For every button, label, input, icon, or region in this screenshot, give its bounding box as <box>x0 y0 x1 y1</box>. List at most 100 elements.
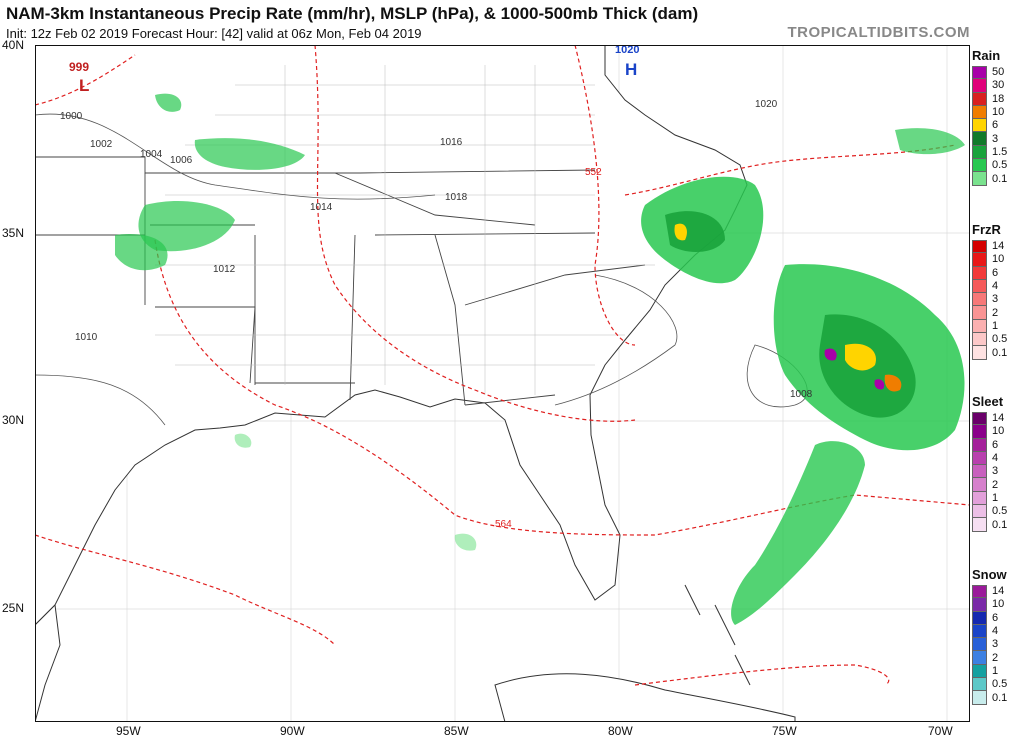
legend-snow-title: Snow <box>972 567 1007 582</box>
legend-label: 2 <box>992 478 999 491</box>
legend-entry: 2 <box>972 651 1024 665</box>
legend-label: 0.1 <box>992 691 1008 704</box>
legend-label: 14 <box>992 585 1005 598</box>
brand-watermark: TROPICALTIDBITS.COM <box>787 24 970 41</box>
legend-sleet: Sleet 14 10 6 4 3 2 1 0.5 0.1 <box>972 394 1024 532</box>
legend-swatch <box>972 425 987 439</box>
legend-label: 6 <box>992 266 999 279</box>
legend-label: 0.1 <box>992 172 1008 185</box>
legend-swatch <box>972 412 987 426</box>
low-pressure-icon: L <box>79 76 89 95</box>
legend-entry: 4 <box>972 279 1024 294</box>
legend-label: 0.1 <box>992 346 1008 359</box>
bahamas <box>684 584 751 686</box>
legend-swatch <box>972 611 987 625</box>
chart-subtitle: Init: 12z Feb 02 2019 Forecast Hour: [42… <box>6 26 422 41</box>
legend-entry: 0.5 <box>972 505 1024 519</box>
legend-label: 4 <box>992 280 999 293</box>
legend-entry: 4 <box>972 451 1024 466</box>
legend-entry: 10 <box>972 598 1024 612</box>
legend-label: 2 <box>992 651 999 664</box>
map-canvas: 999 L 1020 H 1000 1002 1004 1006 1008 10… <box>34 44 971 723</box>
lon-label-90w: 90W <box>280 724 305 738</box>
legend-swatch <box>972 266 987 280</box>
isobar-label: 1014 <box>310 202 333 213</box>
legend-entry: 2 <box>972 306 1024 320</box>
precip-rain-areas <box>115 93 965 625</box>
legend-swatch <box>972 279 987 294</box>
legend-entry: 1 <box>972 491 1024 506</box>
lat-label-30n: 30N <box>2 413 25 427</box>
legend-label: 14 <box>992 240 1005 253</box>
legend-label: 30 <box>992 79 1005 92</box>
legend-swatch <box>972 691 987 705</box>
legend-label: 6 <box>992 119 999 132</box>
legend-entry: 0.1 <box>972 691 1024 705</box>
legend-swatch <box>972 172 987 186</box>
legend-swatch <box>972 651 987 665</box>
legend-entry: 10 <box>972 105 1024 120</box>
legend-swatch <box>972 105 987 120</box>
legend-swatch <box>972 159 987 173</box>
isobar-label: 1006 <box>170 155 193 166</box>
legend-label: 1 <box>992 664 999 677</box>
legend-frzr-title: FrzR <box>972 222 1001 237</box>
legend-entry: 0.5 <box>972 333 1024 347</box>
legend-sleet-scale: 14 10 6 4 3 2 1 0.5 0.1 <box>972 412 1024 532</box>
legend-swatch <box>972 518 987 532</box>
lon-label-75w: 75W <box>772 724 797 738</box>
map-text-layer: 999 L 1020 H 1000 1002 1004 1006 1008 10… <box>60 44 813 530</box>
legend-label: 2 <box>992 306 999 319</box>
legend-swatch <box>972 664 987 679</box>
legend-snow-scale: 14 10 6 4 3 2 1 0.5 0.1 <box>972 585 1024 705</box>
legend-label: 3 <box>992 638 999 651</box>
legend-label: 0.5 <box>992 505 1008 518</box>
legend-entry: 10 <box>972 425 1024 439</box>
isobar-label: 1012 <box>213 264 236 275</box>
legend-swatch <box>972 319 987 334</box>
legend-entry: 6 <box>972 119 1024 133</box>
legend-sleet-title: Sleet <box>972 394 1004 409</box>
legend-swatch <box>972 79 987 93</box>
legend-rain: Rain 50 30 18 10 6 3 1.5 0.5 0.1 <box>972 48 1024 186</box>
legend-swatch <box>972 119 987 133</box>
legend-swatch <box>972 253 987 267</box>
county-lines <box>155 65 655 395</box>
weather-map: 999 L 1020 H 1000 1002 1004 1006 1008 10… <box>34 44 971 723</box>
legend-label: 10 <box>992 425 1005 438</box>
legend-swatch <box>972 638 987 652</box>
lat-label-35n: 35N <box>2 226 25 240</box>
legend-entry: 3 <box>972 638 1024 652</box>
legend-entry: 1 <box>972 319 1024 334</box>
mexico-coast <box>34 603 61 723</box>
lon-label-70w: 70W <box>928 724 953 738</box>
legend-swatch <box>972 306 987 320</box>
legend-swatch <box>972 491 987 506</box>
legend-swatch <box>972 598 987 612</box>
chart-title: NAM-3km Instantaneous Precip Rate (mm/hr… <box>6 4 699 23</box>
legend-entry: 0.5 <box>972 678 1024 692</box>
legend-swatch <box>972 346 987 360</box>
legend-swatch <box>972 465 987 479</box>
legend-swatch <box>972 478 987 492</box>
legend-entry: 6 <box>972 611 1024 625</box>
legend-swatch <box>972 451 987 466</box>
legend-label: 10 <box>992 598 1005 611</box>
legend-entry: 1 <box>972 664 1024 679</box>
legend-swatch <box>972 624 987 639</box>
lat-label-25n: 25N <box>2 601 25 615</box>
legend-entry: 14 <box>972 585 1024 599</box>
cuba <box>494 673 796 723</box>
legend-entry: 10 <box>972 253 1024 267</box>
legend-snow: Snow 14 10 6 4 3 2 1 0.5 0.1 <box>972 567 1024 705</box>
map-frame <box>35 45 970 722</box>
legend-entry: 18 <box>972 92 1024 106</box>
legend-entry: 14 <box>972 240 1024 254</box>
legend-label: 1.5 <box>992 145 1008 158</box>
legend-entry: 0.1 <box>972 172 1024 186</box>
legend-swatch <box>972 66 987 80</box>
legend-label: 10 <box>992 253 1005 266</box>
legend-entry: 3 <box>972 293 1024 307</box>
legend-entry: 3 <box>972 132 1024 146</box>
legend-label: 1 <box>992 491 999 504</box>
